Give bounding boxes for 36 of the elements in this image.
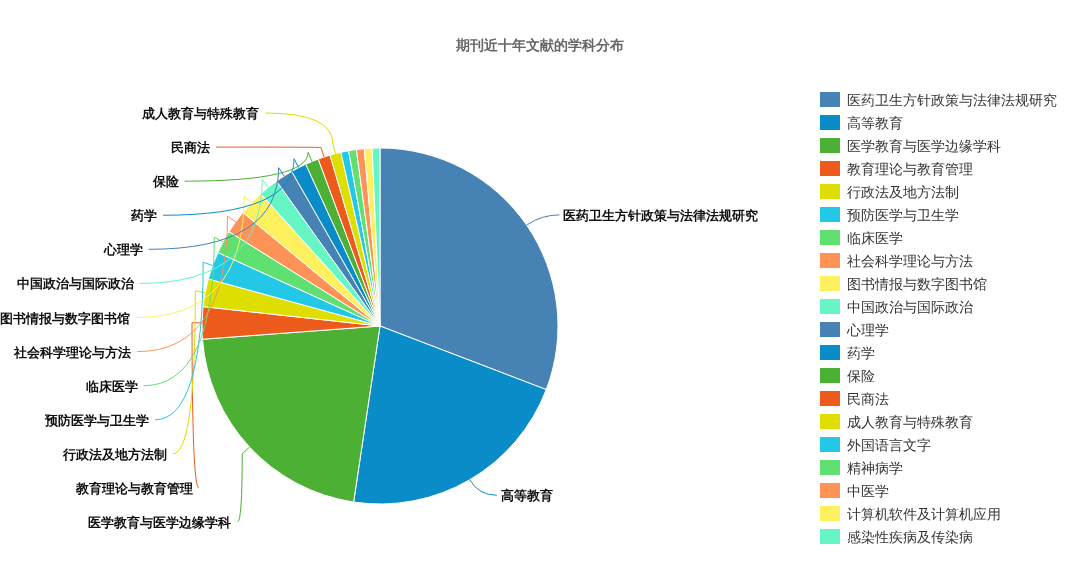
legend-label: 医药卫生方针政策与法律法规研究 (847, 92, 1057, 108)
legend-label: 医学教育与医学边缘学科 (847, 138, 1001, 154)
slice-label: 临床医学 (85, 378, 138, 394)
slice-label: 预防医学与卫生学 (44, 412, 150, 428)
legend-label: 中医学 (847, 483, 889, 499)
legend-label: 计算机软件及计算机应用 (847, 506, 1001, 522)
slice-label: 行政法及地方法制 (61, 446, 167, 462)
slice-label: 药学 (130, 208, 158, 224)
slice-label: 医药卫生方针政策与法律法规研究 (563, 207, 759, 223)
slice-label: 中国政治与国际政治 (16, 276, 135, 292)
legend-label: 成人教育与特殊教育 (847, 414, 973, 430)
slice-label: 保险 (151, 174, 180, 190)
slice-label: 民商法 (171, 140, 211, 156)
legend-label: 图书情报与数字图书馆 (847, 276, 987, 292)
legend-label: 外国语言文字 (847, 437, 931, 453)
legend-label: 民商法 (847, 391, 889, 407)
legend-label: 中国政治与国际政治 (847, 299, 973, 315)
slice-label: 成人教育与特殊教育 (141, 106, 260, 121)
chart-title: 期刊近十年文献的学科分布 (455, 37, 624, 53)
legend-label: 感染性疾病及传染病 (847, 529, 973, 545)
slice-label: 高等教育 (500, 488, 553, 504)
slice-label: 医学教育与医学边缘学科 (88, 515, 232, 530)
legend-label: 高等教育 (847, 115, 903, 131)
legend-label: 药学 (847, 345, 875, 361)
slice-label: 图书情报与数字图书馆 (0, 310, 131, 326)
legend-label: 临床医学 (847, 230, 903, 246)
legend-label: 精神病学 (847, 460, 903, 476)
legend-label: 心理学 (846, 322, 889, 338)
slice-label: 心理学 (102, 242, 143, 258)
legend-label: 教育理论与教育管理 (847, 161, 973, 177)
legend-label: 保险 (847, 368, 875, 384)
slice-label: 教育理论与教育管理 (74, 480, 193, 496)
slice-label: 社会科学理论与方法 (13, 344, 132, 360)
legend-label: 行政法及地方法制 (847, 184, 959, 200)
legend-label: 预防医学与卫生学 (847, 207, 959, 223)
legend-label: 社会科学理论与方法 (847, 253, 973, 269)
